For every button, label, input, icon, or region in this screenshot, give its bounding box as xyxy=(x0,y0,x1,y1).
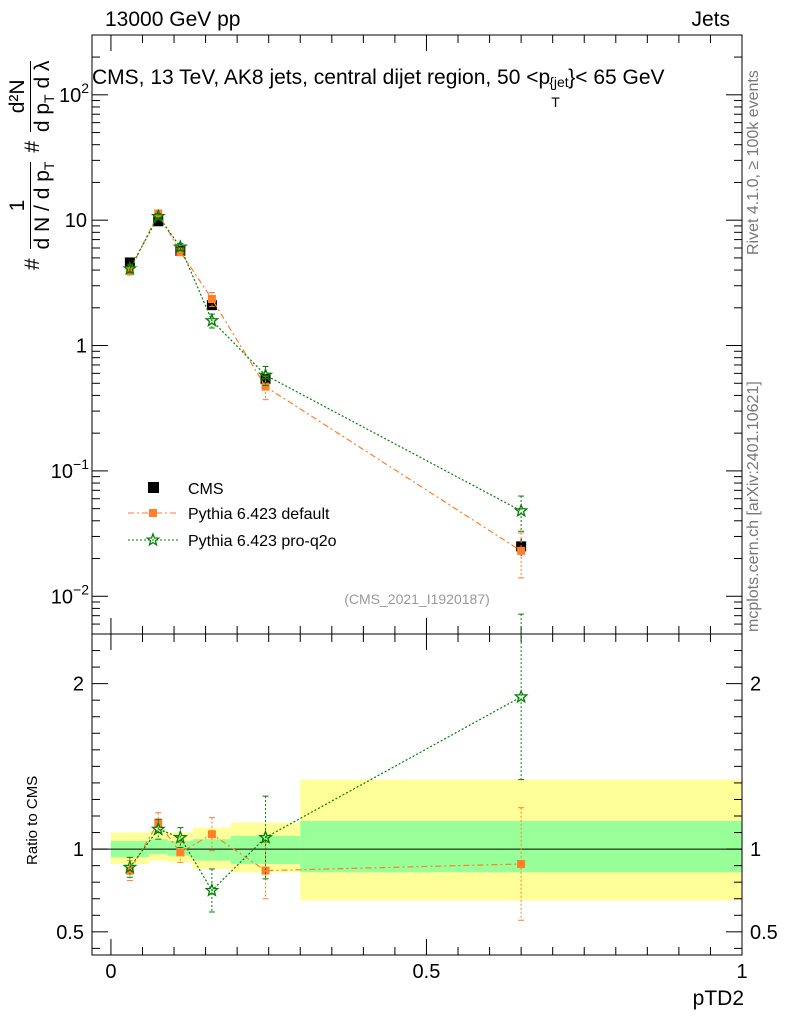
ratio-frame xyxy=(91,633,743,956)
y-tick-label: 10−1 xyxy=(51,456,89,483)
ratio-y-tick-label: 0.5 xyxy=(56,922,84,944)
ratio-default-point xyxy=(261,866,270,875)
y-tick-label: 102 xyxy=(59,80,89,107)
ratio-default-point xyxy=(517,859,526,868)
y-tick-exponent: −1 xyxy=(73,456,89,472)
legend-default-marker xyxy=(149,509,157,517)
pythia-default-point xyxy=(176,247,185,256)
pythia-proq2o-point xyxy=(150,208,166,223)
y-tick-exponent: −2 xyxy=(73,581,89,597)
y-tick-exponent: 2 xyxy=(81,80,89,96)
beam-label: 13000 GeV pp xyxy=(105,8,241,31)
plot-title-prefix: CMS, 13 TeV, AK8 jets, central dijet reg… xyxy=(92,66,551,89)
pythia-default-point xyxy=(261,382,270,391)
category-label: Jets xyxy=(691,8,730,31)
ratio-proq2o-point xyxy=(258,829,274,844)
ratio-proq2o-point xyxy=(150,821,166,836)
pythia-proq2o-point xyxy=(258,367,274,382)
plot-title-sub: T xyxy=(551,94,560,110)
pythia-default-line xyxy=(129,212,522,552)
x-tick-label: 0.5 xyxy=(413,961,441,983)
pythia-proq2o-point xyxy=(172,239,188,254)
legend-label: Pythia 6.423 default xyxy=(188,506,330,523)
plot-title-suffix: }< 65 GeV xyxy=(568,66,665,89)
pythia-proq2o-line xyxy=(129,215,522,512)
legend-label: Pythia 6.423 pro-q2o xyxy=(188,533,337,550)
ratio-default-point xyxy=(207,830,216,839)
ratio-proq2o-point xyxy=(122,859,138,874)
analysis-watermark: (CMS_2021_I1920187) xyxy=(344,591,490,607)
legend-label: CMS xyxy=(188,481,224,498)
ratio-proq2o-point xyxy=(172,829,188,844)
ratio-default-point xyxy=(176,848,185,857)
cms-point xyxy=(153,216,164,227)
y-tick-label: 10−2 xyxy=(51,581,89,608)
pythia-default-point xyxy=(207,295,216,304)
ratio-y-tick-label: 2 xyxy=(73,674,84,696)
pythia-default-point xyxy=(517,546,526,555)
ratio-y-tick-label: 1 xyxy=(73,839,84,861)
legend-proq2o-marker xyxy=(145,532,161,547)
ratio-proq2o-point xyxy=(513,689,529,704)
x-tick-label: 1 xyxy=(736,961,747,983)
ratio-y-tick-label-right: 2 xyxy=(750,674,761,696)
x-axis-label: pTD2 xyxy=(692,987,744,1010)
y-tick-label: 10 xyxy=(65,210,87,232)
legend-cms-marker xyxy=(148,482,159,493)
pythia-proq2o-point xyxy=(122,260,138,276)
ratio-proq2o-point xyxy=(204,882,220,897)
ratio-band-inner xyxy=(148,839,168,855)
plot-title: CMS, 13 TeV, AK8 jets, central dijet reg… xyxy=(92,66,665,110)
pythia-proq2o-point xyxy=(513,503,529,518)
ratio-proq2o-line xyxy=(129,696,522,892)
ratio-default-line xyxy=(129,821,522,872)
ratio-y-tick-label-right: 1 xyxy=(750,839,761,861)
ratio-y-tick-label-right: 0.5 xyxy=(750,922,778,944)
plot-title-sup: {jet xyxy=(549,74,569,90)
y-tick-label: 1 xyxy=(76,336,87,358)
x-tick-label: 0 xyxy=(105,961,116,983)
pythia-proq2o-point xyxy=(204,312,220,327)
